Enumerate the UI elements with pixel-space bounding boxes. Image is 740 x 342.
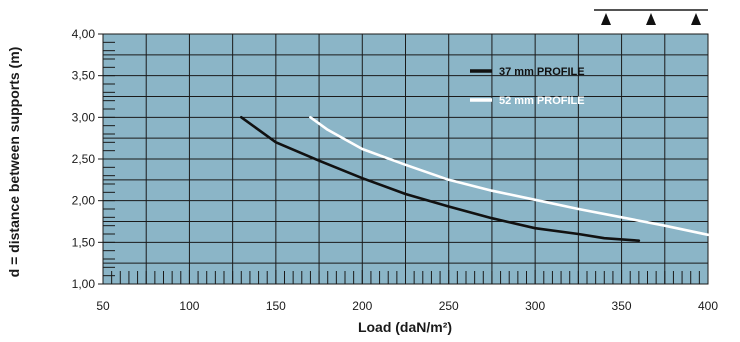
legend-label-2: 52 mm PROFILE [499, 95, 585, 107]
y-axis-title: d = distance between supports (m) [6, 47, 22, 278]
series-line-1 [240, 116, 641, 242]
y-tick-label: 2,00 [72, 194, 96, 208]
x-axis-title: Load (daN/m²) [358, 319, 452, 335]
series-layer [240, 116, 710, 242]
y-tick-label: 4,00 [72, 27, 96, 41]
support-triangle-icon [601, 13, 611, 25]
x-tick-label: 400 [698, 299, 718, 313]
support-diagram [594, 9, 708, 25]
y-tick-label: 2,50 [72, 152, 96, 166]
x-tick-label: 300 [525, 299, 545, 313]
x-tick-label: 250 [439, 299, 459, 313]
legend: 37 mm PROFILE 52 mm PROFILE [470, 66, 585, 107]
y-tick-label: 3,00 [72, 110, 96, 124]
tick-labels: 50 100 150 200 250 300 350 400 1,00 1,50 2,00 2,50 3… [72, 27, 719, 313]
x-tick-label: 150 [266, 299, 286, 313]
series-line-2 [309, 116, 710, 237]
legend-label-1: 37 mm PROFILE [499, 66, 585, 78]
x-tick-label: 100 [179, 299, 199, 313]
x-tick-label: 200 [352, 299, 372, 313]
x-tick-label: 50 [96, 299, 110, 313]
grid [103, 34, 708, 284]
y-tick-label: 3,50 [72, 69, 96, 83]
y-tick-label: 1,00 [72, 277, 96, 291]
support-triangle-icon [691, 13, 701, 25]
minor-ticks [98, 33, 709, 285]
y-tick-label: 1,50 [72, 235, 96, 249]
x-tick-label: 350 [612, 299, 632, 313]
support-triangle-icon [646, 13, 656, 25]
